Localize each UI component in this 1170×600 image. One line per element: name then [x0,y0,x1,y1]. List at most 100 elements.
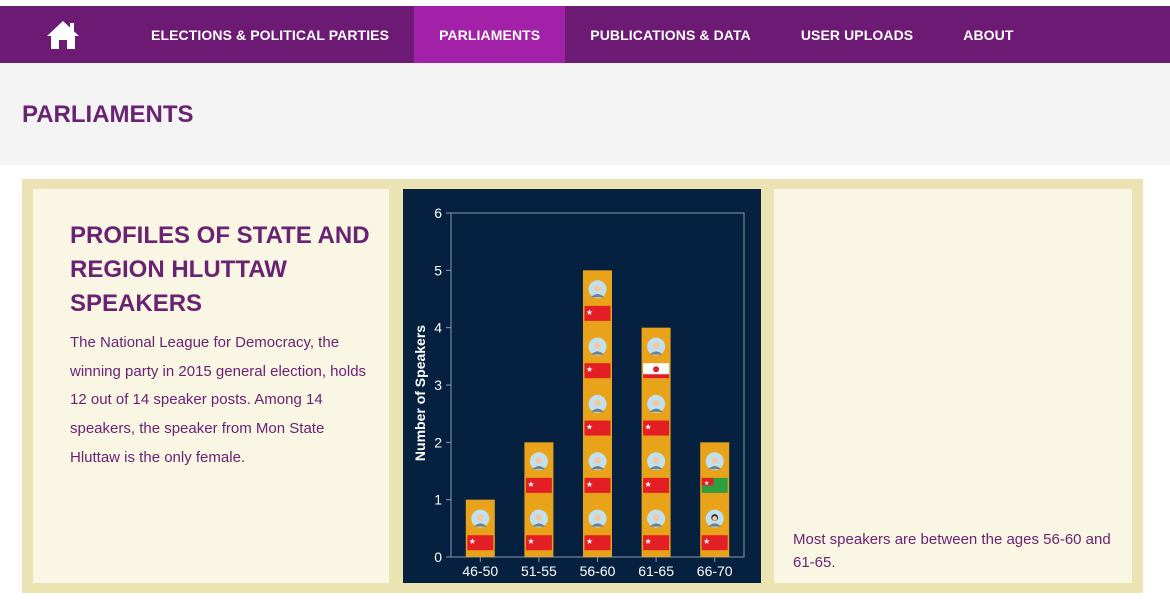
speaker-icon: ★ [525,452,552,493]
speaker-icon: ★ [643,394,670,436]
party-flag [467,535,494,551]
y-tick-label: 0 [434,549,442,565]
star-icon: ★ [586,480,593,489]
speaker-icon: ★ [701,509,728,551]
profile-description: The National League for Democracy, the w… [70,334,367,466]
party-flag [584,363,611,379]
avatar-head [594,284,601,292]
chart-note: Most speakers are between the ages 56-60… [793,531,1111,571]
party-flag [701,535,728,551]
speaker-icon: ★ [584,337,611,379]
flag-stripe [643,374,670,379]
party-flag [643,420,670,436]
avatar-head [535,514,543,521]
speaker-icon: ★ [584,280,611,321]
star-icon: ★ [586,308,593,317]
star-icon: ★ [645,423,652,432]
x-tick-label: 61-65 [638,563,674,579]
speaker-icon: ★ [701,452,728,493]
speaker-icon: ★ [467,509,494,551]
x-tick-label: 46-50 [462,563,498,579]
avatar-body [649,466,663,470]
home-icon [47,20,79,49]
page-title: PARLIAMENTS [22,101,194,128]
profile-text-panel: PROFILES OF STATE AND REGION HLUTTAW SPE… [33,189,389,583]
party-flag [584,477,611,493]
y-tick-label: 3 [434,377,442,393]
avatar-body [649,408,663,412]
star-icon: ★ [586,537,593,546]
star-icon: ★ [704,480,709,487]
nav-parliaments[interactable]: PARLIAMENTS [414,6,566,63]
flag-canton [701,477,714,486]
speaker-icon: ★ [584,509,611,551]
avatar-head [711,456,719,464]
page-header: PARLIAMENTS [0,63,1170,165]
avatar-head [652,514,660,521]
nav-elections-political-parties[interactable]: ELECTIONS & POLITICAL PARTIES [151,26,390,43]
nav-about[interactable]: ABOUT [963,26,1014,43]
avatar-body [473,523,487,527]
nav-user-uploads[interactable]: USER UPLOADS [800,26,914,43]
party-flag [584,420,611,436]
avatar-head [652,342,660,349]
y-axis-label: Number of Speakers [412,325,428,461]
avatar-head [476,514,484,521]
avatar-body [591,408,604,412]
age-chart: 0 1 2 3 4 5 6 Number of Speakers 46-50 ★ 51-55 ★ ★ 56… [403,189,761,583]
avatar-body [591,466,604,470]
avatar-head [652,456,660,464]
nav-publications-data[interactable]: PUBLICATIONS & DATA [590,26,751,43]
star-icon: ★ [645,537,652,546]
speaker-icon: ★ [643,509,670,551]
x-tick-label: 51-55 [521,563,557,579]
profile-title: PROFILES OF STATE AND REGION HLUTTAW SPE… [70,222,370,317]
party-flag [584,305,611,321]
y-tick-label: 2 [434,434,442,450]
age-bar-chart: 0 1 2 3 4 5 6 Number of Speakers 46-50 ★ 51-55 ★ ★ 56… [412,205,745,579]
speaker-icon: ★ [525,509,552,551]
avatar-body [532,523,546,527]
party-flag [525,535,552,551]
avatar-body [591,294,604,298]
star-icon: ★ [527,537,534,546]
x-tick-label: 56-60 [580,563,616,579]
top-navigation: ELECTIONS & POLITICAL PARTIES PARLIAMENT… [0,6,1170,63]
y-tick-label: 4 [434,320,442,336]
speaker-icon [643,337,670,379]
avatar-body [708,466,722,470]
chart-note-panel: Most speakers are between the ages 56-60… [774,189,1132,583]
avatar-head [594,514,601,521]
avatar-head [594,456,601,464]
star-icon: ★ [645,480,652,489]
avatar-head [535,456,543,464]
party-flag [525,477,552,493]
party-flag [643,477,670,493]
speaker-icon: ★ [643,452,670,493]
speaker-icon: ★ [584,452,611,493]
avatar-body [532,466,546,470]
x-tick-label: 66-70 [697,563,733,579]
avatar-head [594,399,601,407]
avatar-head [594,342,601,349]
profile-card: PROFILES OF STATE AND REGION HLUTTAW SPE… [22,179,1143,593]
home-button[interactable] [0,6,126,63]
star-icon: ★ [469,537,476,546]
star-icon: ★ [586,365,593,374]
y-tick-label: 1 [434,492,442,508]
avatar-body [591,351,604,355]
star-icon: ★ [527,480,534,489]
avatar-body [591,523,604,527]
avatar-body [649,523,663,527]
y-tick-label: 5 [434,262,442,278]
avatar-body [708,523,722,527]
speaker-icon: ★ [584,394,611,436]
star-icon: ★ [703,537,710,546]
star-icon: ★ [586,423,593,432]
party-flag [643,535,670,551]
avatar-body [649,351,663,355]
avatar-face [712,515,718,521]
avatar-head [652,399,660,407]
y-tick-label: 6 [434,205,442,221]
flag-emblem [653,366,660,373]
